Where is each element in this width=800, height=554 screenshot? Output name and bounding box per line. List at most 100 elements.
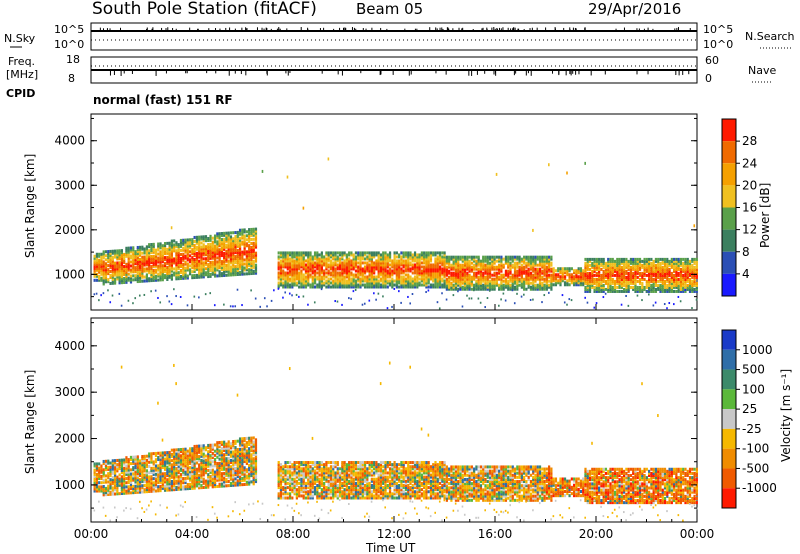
echo-cell bbox=[457, 267, 460, 271]
echo-cell bbox=[538, 279, 542, 283]
echo-cell bbox=[234, 305, 237, 308]
echo-cell bbox=[468, 267, 471, 271]
echo-cell bbox=[125, 248, 128, 252]
echo-cell bbox=[679, 267, 683, 271]
echo-cell bbox=[395, 285, 398, 289]
echo-cell bbox=[425, 269, 428, 273]
echo-cell bbox=[166, 451, 169, 455]
echo-cell bbox=[191, 449, 194, 453]
echo-cell bbox=[357, 275, 360, 279]
echo-cell bbox=[236, 238, 239, 242]
echo-cell bbox=[216, 474, 219, 478]
echo-cell bbox=[250, 253, 253, 257]
echo-cell bbox=[495, 259, 498, 263]
echo-cell bbox=[691, 269, 694, 273]
echo-cell bbox=[170, 226, 173, 230]
echo-cell bbox=[588, 273, 592, 277]
echo-cell bbox=[279, 271, 283, 275]
echo-cell bbox=[486, 279, 489, 283]
echo-cell bbox=[407, 259, 410, 263]
echo-cell bbox=[527, 269, 530, 273]
echo-cell bbox=[679, 275, 683, 279]
echo-cell bbox=[152, 452, 155, 456]
echo-cell bbox=[470, 283, 473, 287]
echo-cell bbox=[500, 259, 503, 263]
echo-cell bbox=[354, 257, 358, 261]
echo-cell bbox=[600, 273, 603, 277]
echo-cell bbox=[363, 271, 367, 275]
echo-cell bbox=[409, 261, 412, 265]
echo-cell bbox=[134, 486, 137, 490]
echo-cell bbox=[193, 274, 196, 278]
echo-cell bbox=[279, 265, 283, 269]
echo-cell bbox=[191, 455, 194, 459]
echo-cell bbox=[609, 265, 612, 269]
echo-cell bbox=[575, 273, 578, 277]
echo-cell bbox=[248, 252, 251, 256]
echo-cell bbox=[479, 259, 483, 263]
echo-cell bbox=[457, 261, 460, 265]
echo-cell bbox=[393, 263, 396, 267]
echo-cell bbox=[523, 269, 526, 273]
echo-cell bbox=[636, 275, 639, 279]
echo-cell bbox=[429, 255, 433, 259]
echo-cell bbox=[150, 483, 153, 487]
echo-cell bbox=[166, 486, 169, 490]
echo-cell bbox=[368, 279, 371, 283]
echo-cell bbox=[618, 269, 621, 273]
echo-cell bbox=[418, 261, 421, 265]
echo-cell bbox=[511, 287, 514, 291]
echo-cell bbox=[157, 274, 160, 278]
echo-cell bbox=[123, 485, 126, 489]
echo-cell bbox=[657, 285, 660, 289]
echo-cell bbox=[173, 247, 176, 251]
echo-cell bbox=[109, 281, 112, 285]
station-title: South Pole Station (fitACF) bbox=[92, 0, 317, 19]
echo-cell bbox=[325, 285, 328, 289]
echo-cell bbox=[248, 258, 251, 262]
echo-cell bbox=[663, 289, 667, 293]
echo-cell bbox=[466, 271, 469, 275]
echo-cell bbox=[148, 487, 151, 491]
echo-cell bbox=[120, 253, 123, 257]
echo-cell bbox=[161, 256, 164, 260]
echo-cell bbox=[670, 273, 673, 277]
echo-cell bbox=[207, 271, 210, 275]
echo-cell bbox=[98, 470, 101, 474]
echo-cell bbox=[357, 277, 360, 281]
echo-cell bbox=[343, 279, 346, 283]
echo-cell bbox=[234, 249, 237, 253]
echo-cell bbox=[632, 281, 635, 285]
echo-cell bbox=[248, 240, 251, 244]
echo-cell bbox=[477, 283, 480, 287]
echo-cell bbox=[620, 285, 623, 289]
echo-cell bbox=[541, 259, 544, 263]
echo-cell bbox=[204, 239, 208, 243]
echo-cell bbox=[95, 292, 98, 295]
echo-cell bbox=[218, 445, 221, 449]
echo-cell bbox=[477, 271, 480, 275]
echo-cell bbox=[154, 252, 158, 256]
echo-cell bbox=[686, 257, 689, 261]
echo-cell bbox=[329, 285, 333, 289]
echo-cell bbox=[154, 466, 158, 470]
echo-cell bbox=[223, 245, 226, 249]
echo-cell bbox=[452, 275, 455, 279]
echo-cell bbox=[577, 277, 580, 281]
echo-cell bbox=[384, 277, 387, 281]
nsky-label: N.Sky bbox=[4, 32, 36, 45]
echo-cell bbox=[493, 273, 496, 277]
echo-cell bbox=[200, 249, 203, 253]
echo-cell bbox=[441, 277, 444, 281]
echo-cell bbox=[220, 476, 223, 480]
echo-cell bbox=[148, 475, 151, 479]
echo-cell bbox=[434, 261, 437, 265]
echo-cell bbox=[620, 277, 623, 281]
echo-cell bbox=[175, 275, 178, 279]
echo-cell bbox=[593, 265, 596, 269]
echo-cell bbox=[411, 255, 414, 259]
echo-cell bbox=[157, 489, 160, 493]
echo-cell bbox=[125, 466, 128, 470]
echo-cell bbox=[382, 281, 385, 285]
echo-cell bbox=[582, 283, 585, 287]
